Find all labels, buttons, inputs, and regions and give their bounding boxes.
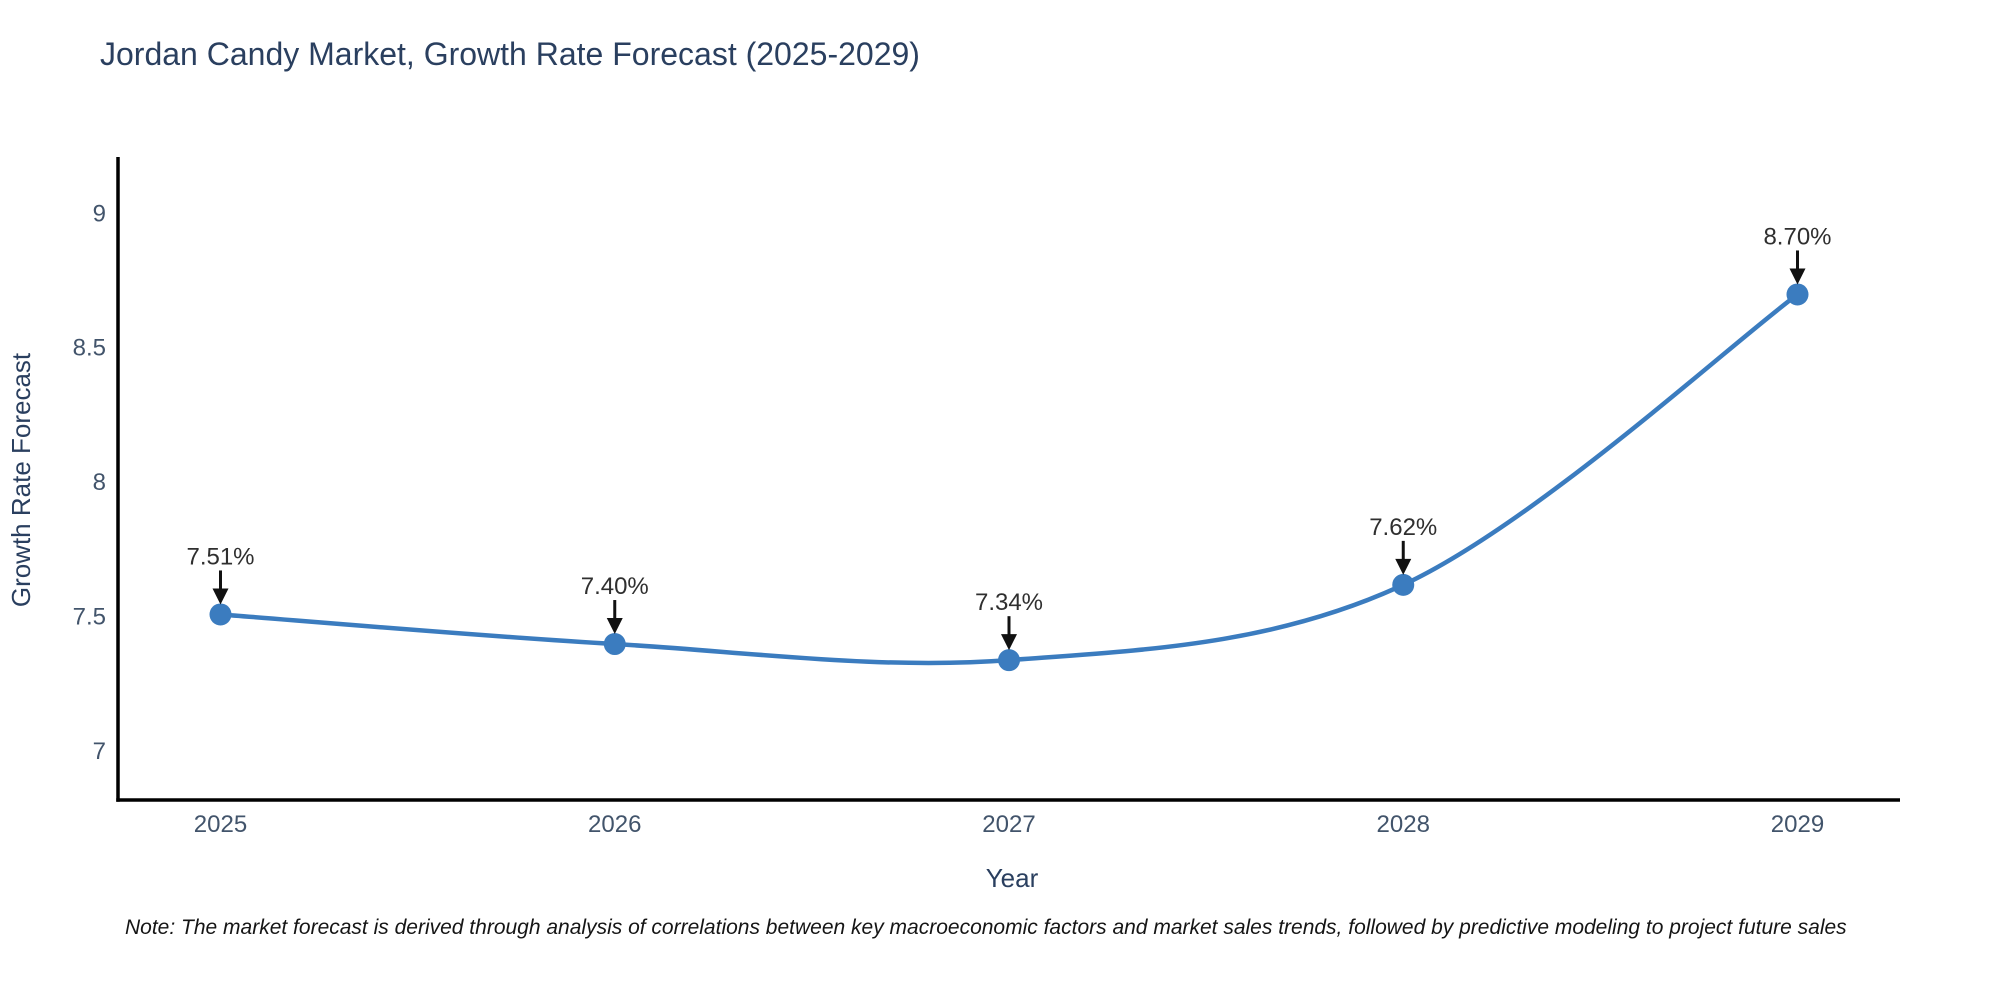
point-value-label: 7.34% — [975, 589, 1043, 616]
y-axis-tick-labels: 7 7.5 8 8.5 9 — [73, 200, 106, 765]
y-axis-title: Growth Rate Forecast — [6, 352, 36, 607]
point-value-label: 7.62% — [1369, 514, 1437, 541]
y-tick-label: 7 — [93, 738, 106, 765]
data-point-marker[interactable] — [209, 603, 232, 626]
annotation-arrowhead-icon — [606, 618, 623, 635]
y-tick-label: 8.5 — [73, 335, 106, 362]
point-annotation: 8.70% — [1763, 223, 1832, 285]
data-point-marker[interactable] — [1392, 573, 1415, 596]
point-annotation: 7.40% — [581, 573, 649, 635]
point-annotation: 7.34% — [975, 589, 1043, 651]
point-value-label: 8.70% — [1763, 223, 1831, 250]
annotation-arrowhead-icon — [212, 588, 229, 605]
x-axis-tick-labels: 2025 2026 2027 2028 2029 — [194, 811, 1824, 838]
footnote: Note: The market forecast is derived thr… — [125, 916, 1847, 939]
annotation-arrowhead-icon — [1395, 558, 1412, 575]
data-point-marker[interactable] — [998, 649, 1020, 672]
x-axis-title: Year — [986, 863, 1039, 893]
x-tick-label: 2026 — [588, 811, 641, 838]
data-point-marker[interactable] — [603, 633, 626, 656]
x-tick-label: 2028 — [1377, 811, 1430, 838]
point-value-label: 7.40% — [581, 573, 649, 600]
annotation-arrowhead-icon — [1001, 634, 1017, 651]
annotation-arrowhead-icon — [1789, 268, 1806, 285]
data-point-marker[interactable] — [1786, 283, 1809, 306]
chart-title: Jordan Candy Market, Growth Rate Forecas… — [100, 36, 920, 72]
point-annotation: 7.62% — [1369, 514, 1437, 575]
point-annotation: 7.51% — [186, 543, 255, 605]
x-tick-label: 2025 — [194, 811, 247, 838]
x-tick-label: 2027 — [982, 811, 1035, 838]
series-line — [218, 292, 1800, 666]
y-tick-label: 9 — [93, 200, 106, 227]
y-tick-label: 8 — [93, 469, 106, 496]
point-value-label: 7.51% — [186, 543, 254, 570]
data-points — [209, 283, 1809, 672]
point-annotations: 7.51% 7.40% 7.34% 7.62% 8.70% — [186, 223, 1832, 651]
y-tick-label: 7.5 — [73, 604, 106, 631]
x-tick-label: 2029 — [1771, 811, 1824, 838]
